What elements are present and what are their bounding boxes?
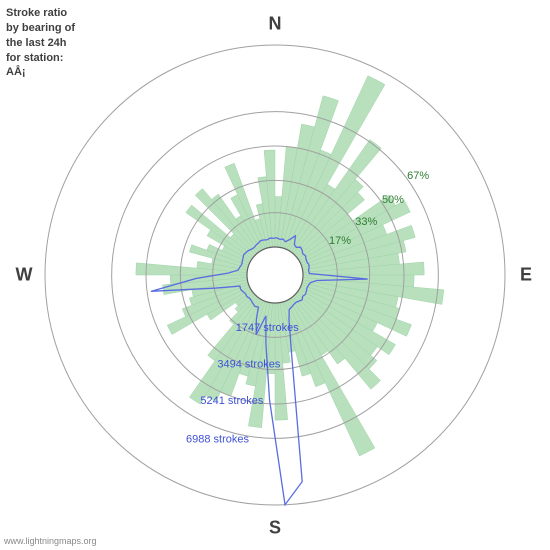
pct-label: 50% (382, 194, 404, 206)
pct-label: 67% (407, 170, 429, 182)
polar-chart: 17% 33% 50%67% 1747 strokes 3494 strokes 5241… (0, 0, 550, 550)
cardinal-s: S (269, 518, 281, 539)
pct-label: 33% (355, 216, 377, 228)
pct-label: 17% (329, 235, 351, 247)
strokes-label: 1747 strokes (236, 322, 299, 334)
strokes-label: 5241 strokes (200, 395, 263, 407)
cardinal-e: E (520, 265, 532, 286)
center-hole (247, 247, 303, 303)
strokes-label: 3494 strokes (217, 358, 280, 370)
attribution: www.lightningmaps.org (4, 536, 97, 546)
strokes-label: 6988 strokes (186, 433, 249, 445)
cardinal-n: N (269, 14, 282, 35)
cardinal-w: W (16, 265, 33, 286)
